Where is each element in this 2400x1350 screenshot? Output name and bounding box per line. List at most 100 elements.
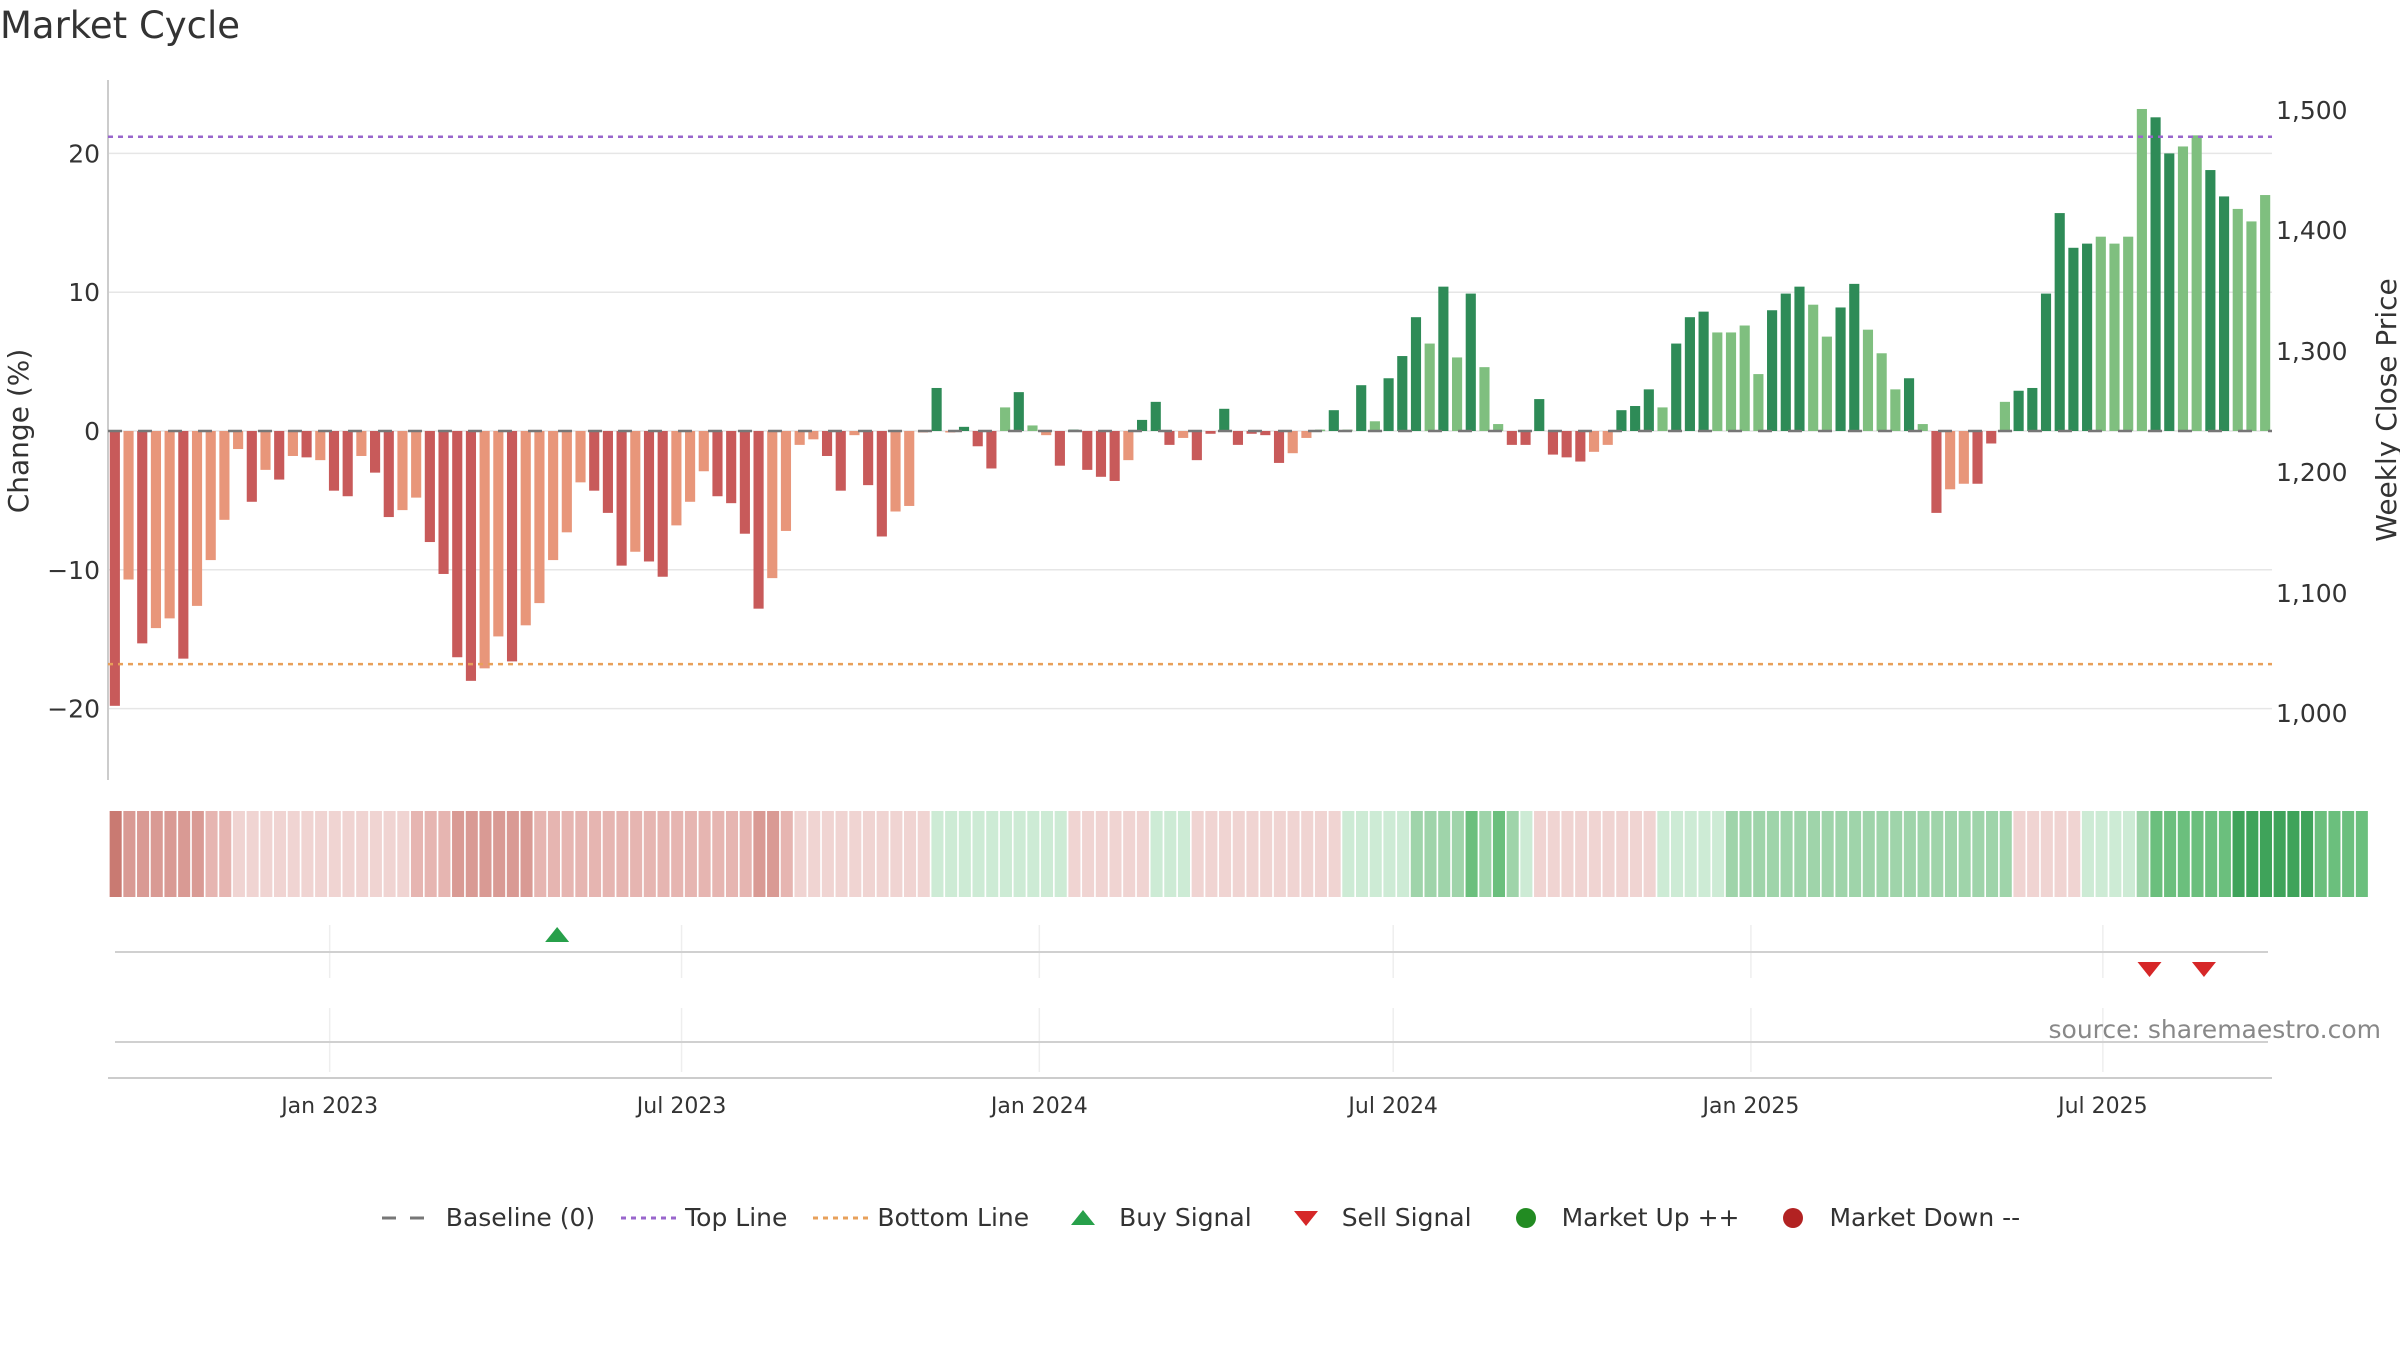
regime-cell	[246, 811, 259, 897]
regime-cell	[2314, 811, 2327, 897]
bar	[2246, 221, 2257, 431]
bar	[1903, 378, 1915, 431]
y-tick-label-left: −20	[47, 695, 100, 724]
regime-cell	[2259, 811, 2272, 897]
bar	[958, 426, 970, 431]
regime-cell	[2081, 811, 2094, 897]
bar	[1725, 332, 1737, 431]
regime-cell	[1479, 811, 1492, 897]
bar	[1684, 317, 1695, 431]
bar	[986, 431, 997, 469]
bar	[589, 431, 600, 491]
regime-cell	[684, 811, 697, 897]
regime-cell	[1219, 811, 1232, 897]
bar	[1082, 431, 1093, 470]
bar	[1013, 392, 1024, 431]
dash-icon	[381, 1216, 438, 1219]
bar	[1328, 410, 1339, 431]
y-axis-title-left: Change (%)	[2, 349, 35, 514]
bar	[1205, 431, 1216, 434]
bar	[233, 431, 244, 450]
regime-cell	[191, 811, 204, 897]
regime-cell	[315, 811, 328, 897]
regime-cell	[1424, 811, 1437, 897]
regime-cell	[301, 811, 314, 897]
x-tick-label: Jan 2023	[279, 1094, 378, 1119]
bar	[2150, 117, 2161, 431]
regime-cell	[1109, 811, 1122, 897]
bar	[1739, 325, 1750, 431]
bar	[534, 431, 545, 604]
regime-cell	[397, 811, 410, 897]
regime-cell	[2122, 811, 2136, 897]
bar	[685, 431, 696, 502]
regime-cell	[137, 811, 150, 897]
regime-cell	[835, 811, 848, 897]
bar	[643, 431, 655, 562]
bar	[1397, 356, 1408, 431]
bar	[2260, 195, 2271, 431]
regime-cell	[698, 811, 711, 897]
bar	[1753, 374, 1764, 431]
regime-cell	[1794, 811, 1807, 897]
regime-cell	[1972, 811, 1985, 897]
legend-item: Top Line	[619, 1203, 787, 1232]
regime-cell	[753, 811, 766, 897]
bar	[726, 431, 737, 504]
bar	[2054, 213, 2065, 431]
regime-cell	[1260, 811, 1273, 897]
bar	[1561, 431, 1572, 458]
bar	[397, 431, 408, 511]
regime-cell	[1766, 811, 1779, 897]
regime-cell	[725, 811, 739, 897]
circle-red-icon	[1783, 1207, 1804, 1228]
regime-cell	[2191, 811, 2204, 897]
regime-cell	[1958, 811, 1971, 897]
regime-cell	[1835, 811, 1848, 897]
bar	[780, 431, 792, 531]
bar	[1643, 389, 1654, 431]
bar	[1054, 431, 1065, 466]
bar	[1808, 304, 1819, 431]
bar	[1260, 431, 1271, 436]
bar	[849, 431, 860, 436]
bar	[1575, 431, 1586, 462]
bar	[465, 431, 477, 681]
regime-cell	[1629, 811, 1642, 897]
regime-cell	[616, 811, 629, 897]
bar	[1890, 389, 1901, 431]
bar	[1712, 332, 1723, 431]
regime-cell	[2205, 811, 2218, 897]
buy-signal-marker	[545, 927, 570, 942]
regime-cell	[794, 811, 807, 897]
regime-cell	[1082, 811, 1095, 897]
bar	[1369, 421, 1380, 431]
bar	[328, 431, 340, 491]
regime-cell	[1314, 811, 1327, 897]
regime-cell	[643, 811, 656, 897]
regime-cell	[1287, 811, 1300, 897]
regime-cell	[862, 811, 875, 897]
bar	[890, 431, 901, 512]
regime-cell	[1602, 811, 1615, 897]
x-tick-label: Jul 2023	[635, 1094, 727, 1119]
y-axis-title-right: Weekly Close Price	[2370, 278, 2400, 541]
regime-cell	[945, 811, 958, 897]
bar	[1821, 336, 1832, 431]
bar	[356, 431, 367, 456]
sell-signal-marker	[2137, 962, 2162, 977]
bar	[1698, 311, 1709, 431]
bar	[1246, 431, 1257, 434]
bar	[1794, 286, 1805, 431]
regime-cell	[904, 811, 917, 897]
legend-item: Baseline (0)	[380, 1203, 595, 1232]
regime-cell	[1862, 811, 1875, 897]
legend: Baseline (0) Top Line Bottom Line Buy Signa…	[0, 1203, 2400, 1236]
regime-cell	[2013, 811, 2026, 897]
circle-green-icon	[1515, 1207, 1536, 1228]
regime-cell	[438, 811, 451, 897]
regime-cell	[1095, 811, 1108, 897]
bar	[424, 431, 435, 543]
bar	[1972, 431, 1983, 484]
